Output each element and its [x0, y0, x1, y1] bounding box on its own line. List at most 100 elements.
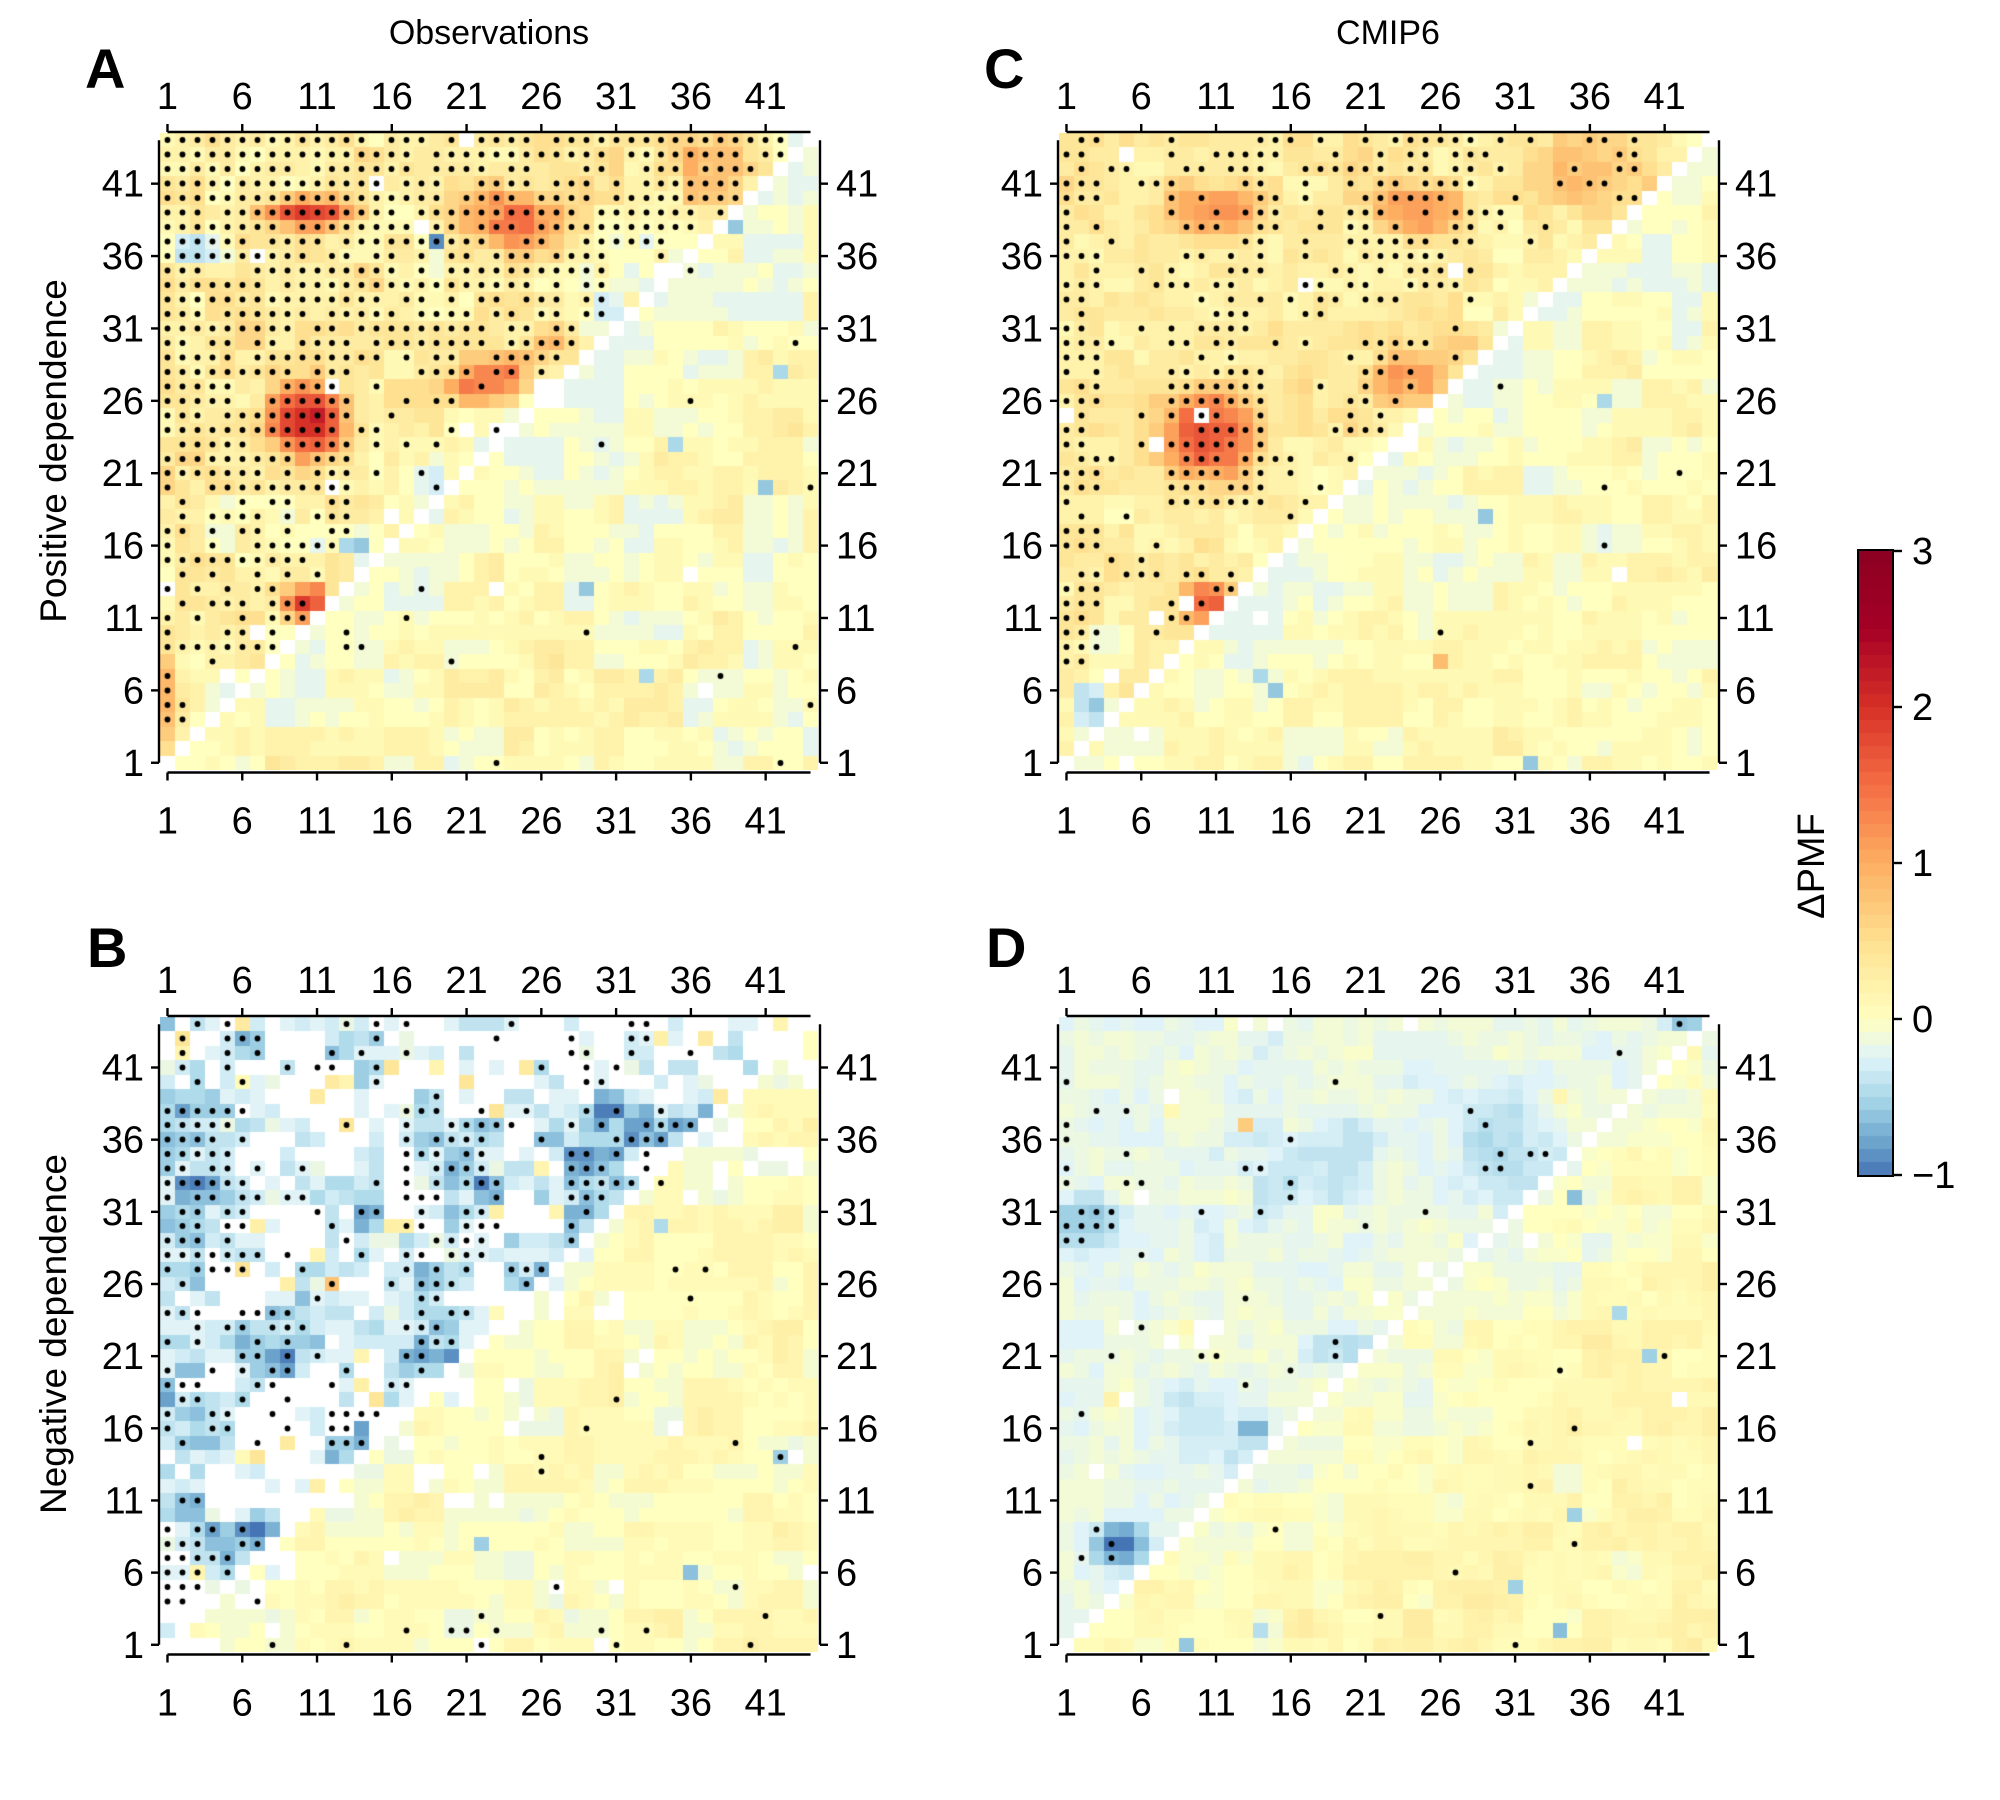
svg-text:21: 21 [1001, 1336, 1043, 1378]
svg-text:21: 21 [1344, 960, 1386, 1002]
svg-text:31: 31 [595, 960, 637, 1002]
svg-text:41: 41 [745, 801, 787, 843]
svg-text:1: 1 [1735, 743, 1756, 785]
svg-text:11: 11 [1196, 801, 1235, 843]
svg-text:21: 21 [102, 453, 144, 495]
svg-text:41: 41 [1644, 1683, 1686, 1725]
svg-text:11: 11 [297, 801, 336, 843]
svg-text:11: 11 [836, 1480, 875, 1522]
svg-text:B: B [87, 916, 127, 979]
svg-text:11: 11 [1004, 1480, 1043, 1522]
svg-text:31: 31 [1494, 960, 1536, 1002]
svg-text:36: 36 [670, 960, 712, 1002]
svg-text:36: 36 [1001, 236, 1043, 278]
svg-text:31: 31 [595, 76, 637, 118]
svg-text:41: 41 [745, 76, 787, 118]
svg-text:1: 1 [1022, 743, 1043, 785]
svg-text:C: C [984, 37, 1024, 100]
svg-text:11: 11 [1004, 598, 1043, 640]
svg-text:16: 16 [371, 1683, 413, 1725]
svg-text:26: 26 [836, 381, 878, 423]
svg-text:16: 16 [1735, 526, 1777, 568]
svg-text:16: 16 [1001, 1408, 1043, 1450]
svg-text:36: 36 [836, 1120, 878, 1162]
svg-text:31: 31 [1001, 308, 1043, 350]
svg-text:21: 21 [836, 1336, 878, 1378]
svg-text:1: 1 [1735, 1625, 1756, 1667]
svg-text:6: 6 [1131, 76, 1152, 118]
svg-text:11: 11 [1735, 1480, 1774, 1522]
svg-text:26: 26 [836, 1264, 878, 1306]
svg-text:1: 1 [1056, 801, 1077, 843]
svg-text:1: 1 [1056, 76, 1077, 118]
svg-text:Positive dependence: Positive dependence [33, 279, 74, 623]
svg-text:26: 26 [102, 381, 144, 423]
svg-text:21: 21 [1735, 453, 1777, 495]
svg-text:26: 26 [1001, 381, 1043, 423]
svg-text:36: 36 [1569, 960, 1611, 1002]
svg-text:31: 31 [102, 1192, 144, 1234]
svg-text:1: 1 [123, 743, 144, 785]
svg-text:31: 31 [1494, 76, 1536, 118]
svg-text:41: 41 [1644, 960, 1686, 1002]
svg-text:41: 41 [1001, 164, 1043, 206]
svg-text:16: 16 [102, 526, 144, 568]
svg-text:6: 6 [123, 1553, 144, 1595]
svg-text:Observations: Observations [389, 14, 589, 52]
svg-text:26: 26 [1419, 960, 1461, 1002]
svg-text:41: 41 [745, 1683, 787, 1725]
svg-text:6: 6 [232, 801, 253, 843]
svg-text:D: D [986, 916, 1026, 979]
svg-text:11: 11 [105, 1480, 144, 1522]
svg-text:36: 36 [1001, 1120, 1043, 1162]
svg-text:31: 31 [1735, 308, 1777, 350]
svg-text:26: 26 [1735, 381, 1777, 423]
svg-text:41: 41 [102, 164, 144, 206]
svg-text:−1: −1 [1912, 1155, 1955, 1197]
svg-text:31: 31 [836, 1192, 878, 1234]
svg-text:6: 6 [1735, 1553, 1756, 1595]
svg-text:21: 21 [102, 1336, 144, 1378]
svg-text:16: 16 [102, 1408, 144, 1450]
svg-text:21: 21 [445, 960, 487, 1002]
svg-text:16: 16 [836, 1408, 878, 1450]
svg-text:2: 2 [1912, 687, 1933, 729]
svg-text:6: 6 [232, 960, 253, 1002]
svg-text:A: A [85, 37, 125, 100]
svg-text:36: 36 [102, 1120, 144, 1162]
svg-text:3: 3 [1912, 531, 1933, 573]
svg-text:0: 0 [1912, 999, 1933, 1041]
svg-text:26: 26 [1419, 76, 1461, 118]
svg-text:1: 1 [1056, 1683, 1077, 1725]
svg-text:11: 11 [297, 1683, 336, 1725]
svg-text:CMIP6: CMIP6 [1336, 14, 1440, 52]
svg-text:41: 41 [1735, 1048, 1777, 1090]
svg-text:26: 26 [520, 801, 562, 843]
svg-text:26: 26 [520, 76, 562, 118]
svg-text:Negative dependence: Negative dependence [33, 1154, 74, 1514]
svg-text:41: 41 [102, 1048, 144, 1090]
svg-text:16: 16 [1270, 76, 1312, 118]
svg-text:26: 26 [520, 1683, 562, 1725]
svg-text:31: 31 [595, 801, 637, 843]
svg-text:36: 36 [1569, 76, 1611, 118]
svg-text:1: 1 [157, 801, 178, 843]
svg-text:21: 21 [1735, 1336, 1777, 1378]
svg-text:1: 1 [157, 1683, 178, 1725]
svg-text:41: 41 [1644, 801, 1686, 843]
svg-text:6: 6 [1022, 670, 1043, 712]
svg-text:16: 16 [371, 76, 413, 118]
svg-text:31: 31 [595, 1683, 637, 1725]
svg-text:31: 31 [102, 308, 144, 350]
svg-text:1: 1 [1056, 960, 1077, 1002]
svg-text:21: 21 [445, 1683, 487, 1725]
svg-text:6: 6 [1022, 1553, 1043, 1595]
svg-text:16: 16 [371, 960, 413, 1002]
svg-text:11: 11 [297, 960, 336, 1002]
svg-text:21: 21 [1344, 1683, 1386, 1725]
svg-text:1: 1 [157, 960, 178, 1002]
svg-text:26: 26 [1419, 801, 1461, 843]
svg-text:16: 16 [1270, 1683, 1312, 1725]
svg-text:26: 26 [1735, 1264, 1777, 1306]
svg-text:1: 1 [123, 1625, 144, 1667]
